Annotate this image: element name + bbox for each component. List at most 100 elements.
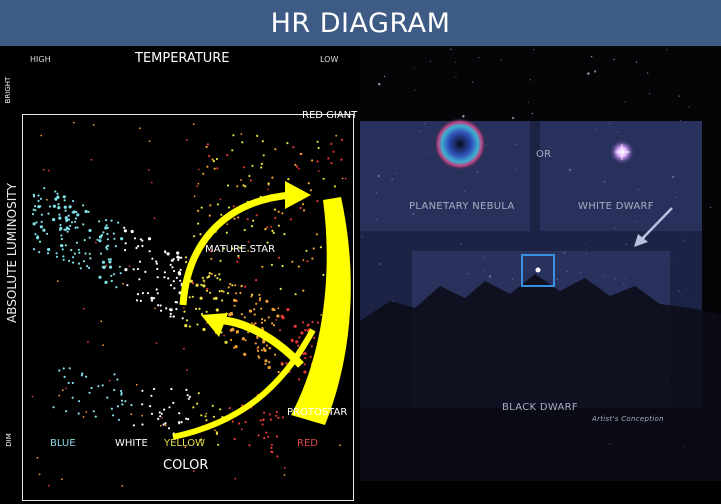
star-dot <box>141 403 144 406</box>
star-dot <box>105 224 108 227</box>
star-dot <box>281 212 284 215</box>
star-dot <box>263 411 266 414</box>
star-dot <box>248 444 251 447</box>
star-dot <box>309 189 312 192</box>
star-dot <box>250 225 254 228</box>
background-star <box>687 297 689 299</box>
star-dot <box>255 302 258 305</box>
star-dot <box>113 373 116 376</box>
star-dot <box>33 248 36 251</box>
star-dot <box>257 355 260 358</box>
star-dot <box>163 276 166 279</box>
background-star <box>671 258 673 261</box>
star-dot <box>302 259 305 262</box>
star-dot <box>240 285 243 288</box>
star-dot <box>219 408 222 411</box>
star-dot <box>256 336 259 340</box>
star-dot <box>233 217 236 220</box>
black-dwarf-label: BLACK DWARF <box>502 402 578 413</box>
star-dot <box>267 182 270 185</box>
background-star <box>429 60 432 62</box>
star-dot <box>141 244 144 248</box>
star-dot <box>164 424 167 426</box>
white-dwarf-label: WHITE DWARF <box>578 201 654 212</box>
star-dot <box>183 347 185 350</box>
star-dot <box>232 329 235 332</box>
star-dot <box>242 184 245 187</box>
star-dot <box>240 428 243 431</box>
star-dot <box>211 158 214 161</box>
star-dot <box>226 292 230 295</box>
star-dot <box>304 352 307 355</box>
star-dot <box>57 203 60 206</box>
star-dot <box>154 307 156 310</box>
star-dot <box>184 256 188 259</box>
star-dot <box>206 287 209 291</box>
star-dot <box>61 478 63 480</box>
star-dot <box>38 473 41 476</box>
star-dot <box>157 304 160 307</box>
star-dot <box>94 241 97 244</box>
background-star <box>483 257 485 259</box>
star-dot <box>340 158 343 161</box>
star-dot <box>208 275 211 278</box>
background-star <box>684 239 686 241</box>
star-dot <box>63 375 66 378</box>
star-dot <box>141 239 144 242</box>
luminosity-dim-label: DIM <box>5 433 13 447</box>
star-dot <box>210 257 213 260</box>
star-dot <box>119 389 123 393</box>
star-dot <box>153 297 156 300</box>
star-dot <box>65 410 68 413</box>
star-dot <box>162 423 165 426</box>
star-dot <box>47 212 50 215</box>
star-dot <box>257 349 260 353</box>
star-dot <box>139 238 142 241</box>
star-dot <box>210 272 213 276</box>
star-dot <box>201 312 204 316</box>
star-dot <box>98 235 103 239</box>
star-dot <box>275 410 278 414</box>
star-dot <box>191 282 195 285</box>
background-star <box>412 212 415 216</box>
star-dot <box>193 195 196 198</box>
star-dot <box>60 234 63 237</box>
star-dot <box>226 223 229 225</box>
star-dot <box>62 195 66 199</box>
star-dot <box>234 284 237 287</box>
star-dot <box>216 277 219 280</box>
star-dot <box>196 185 198 188</box>
star-dot <box>327 157 330 160</box>
star-dot <box>251 322 253 325</box>
background-star <box>378 262 382 266</box>
star-dot <box>218 290 221 293</box>
star-dot <box>205 145 208 148</box>
star-dot <box>150 412 154 415</box>
star-dot <box>270 263 273 266</box>
star-dot <box>42 168 45 171</box>
background-star <box>566 270 568 272</box>
star-dot <box>257 346 260 349</box>
star-dot <box>195 283 199 287</box>
star-dot <box>208 154 211 158</box>
star-dot <box>120 237 124 241</box>
star-dot <box>62 258 65 261</box>
star-dot <box>233 298 237 302</box>
background-star <box>585 253 587 255</box>
star-dot <box>265 344 269 347</box>
star-dot <box>169 308 173 312</box>
star-dot <box>180 421 183 424</box>
star-dot <box>268 347 271 350</box>
star-dot <box>56 195 60 198</box>
star-dot <box>241 404 244 407</box>
star-dot <box>256 134 259 137</box>
star-dot <box>241 337 245 341</box>
star-dot <box>200 414 203 417</box>
star-dot <box>37 205 41 209</box>
star-dot <box>209 204 212 207</box>
star-dot <box>274 148 277 151</box>
star-dot <box>160 424 162 427</box>
background-star <box>413 220 415 223</box>
star-dot <box>341 138 344 141</box>
star-dot <box>115 286 118 289</box>
